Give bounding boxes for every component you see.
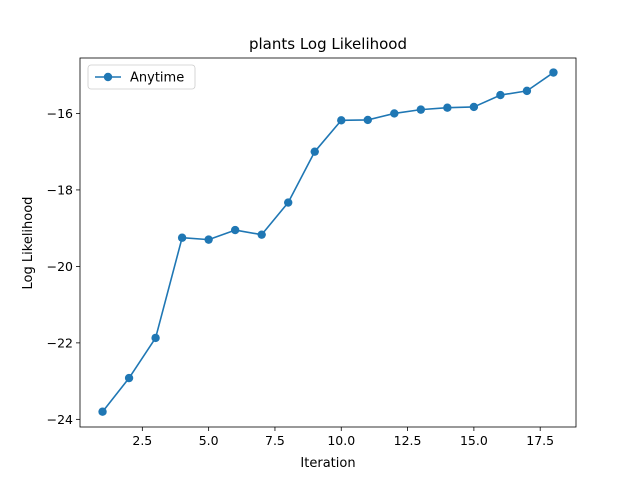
data-point (337, 116, 346, 125)
x-tick-label: 15.0 (460, 433, 488, 448)
x-tick-label: 2.5 (132, 433, 152, 448)
data-point (124, 373, 134, 383)
x-axis-title: Iteration (300, 456, 355, 471)
data-point (443, 103, 452, 112)
data-point (522, 86, 532, 96)
data-point (230, 225, 240, 235)
series-line-anytime (101, 71, 554, 413)
data-point (98, 407, 107, 416)
data-point (363, 115, 372, 125)
plot-area: 2.5 5.0 7.5 10.0 12.5 15.0 17.5 −24 −22 −20 −18 −16… (47, 57, 577, 448)
legend-marker-anytime (103, 72, 113, 82)
y-tick-label: −18 (47, 182, 73, 197)
data-point (549, 68, 558, 77)
data-point (390, 109, 399, 118)
x-tick-label: 5.0 (199, 433, 219, 448)
data-point (310, 147, 319, 156)
chart-title: plants Log Likelihood (249, 35, 407, 53)
data-point (204, 235, 213, 244)
legend-label-anytime: Anytime (130, 71, 184, 86)
data-point (416, 105, 426, 114)
legend-box (87, 64, 196, 90)
data-point (151, 333, 160, 343)
data-point (257, 230, 266, 239)
x-tick-label: 10.0 (327, 433, 355, 448)
y-tick-label: −16 (47, 106, 73, 121)
x-tick-label: 17.5 (526, 433, 554, 448)
y-tick-label: −22 (47, 335, 73, 350)
data-point (469, 102, 479, 112)
y-tick-label: −24 (47, 412, 73, 427)
data-point (284, 198, 293, 207)
x-tick-label: 12.5 (394, 433, 422, 448)
y-axis-title: Log Likelihood (21, 197, 36, 290)
axes-frame (79, 57, 577, 428)
y-tick-label: −20 (47, 259, 73, 274)
data-point (177, 233, 187, 242)
data-point (496, 90, 505, 100)
x-tick-label: 7.5 (265, 433, 285, 448)
